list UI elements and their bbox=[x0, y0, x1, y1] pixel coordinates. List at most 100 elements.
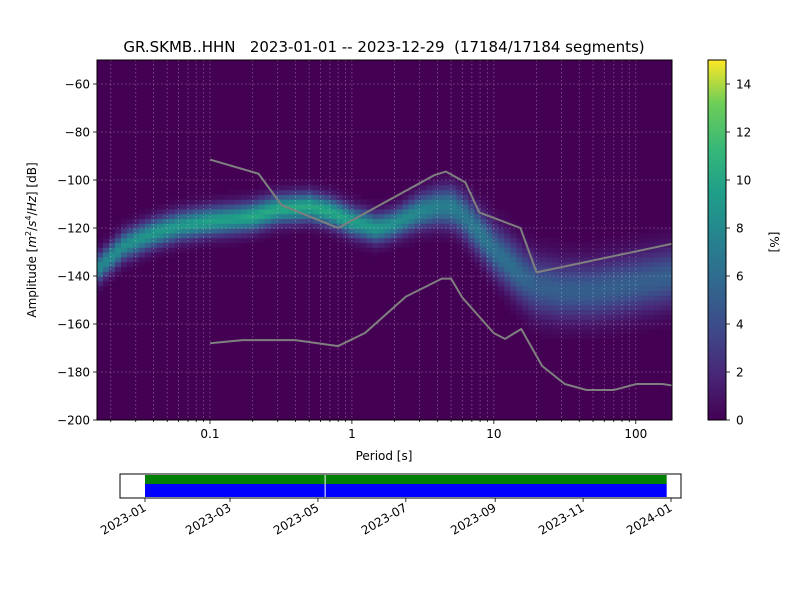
heatmap-cell bbox=[426, 237, 434, 243]
heatmap-cell bbox=[150, 208, 158, 215]
heatmap-cell bbox=[228, 204, 236, 210]
heatmap-cell bbox=[540, 237, 547, 243]
heatmap-cell bbox=[162, 223, 170, 229]
heatmap-cell bbox=[186, 223, 194, 229]
heatmap-cell bbox=[624, 328, 631, 335]
heatmap-cell bbox=[186, 237, 194, 243]
heatmap-cell bbox=[108, 232, 116, 239]
heatmap-cell bbox=[666, 309, 672, 315]
heatmap-cell bbox=[552, 304, 559, 311]
heatmap-cell bbox=[618, 328, 625, 335]
heatmap-cell bbox=[198, 213, 206, 219]
heatmap-cell bbox=[588, 276, 595, 282]
heatmap-cell bbox=[522, 290, 529, 296]
heatmap-cell bbox=[348, 194, 356, 200]
heatmap-cell bbox=[180, 213, 188, 219]
heatmap-cell bbox=[174, 232, 182, 239]
heatmap-cell bbox=[606, 309, 613, 315]
heatmap-cell bbox=[288, 189, 296, 195]
heatmap-cell bbox=[162, 247, 170, 253]
heatmap-cell bbox=[498, 276, 505, 282]
heatmap-cell bbox=[600, 247, 607, 253]
heatmap-cell bbox=[222, 223, 230, 229]
heatmap-cell bbox=[120, 247, 128, 253]
heatmap-cell bbox=[618, 247, 625, 253]
heatmap-cell bbox=[294, 228, 302, 234]
heatmap-cell bbox=[546, 285, 553, 291]
heatmap-cell bbox=[396, 232, 404, 239]
heatmap-cell bbox=[210, 194, 218, 200]
heatmap-cell bbox=[126, 228, 134, 234]
heatmap-cell bbox=[486, 271, 493, 277]
heatmap-cell bbox=[642, 290, 649, 296]
heatmap-cell bbox=[186, 194, 194, 200]
heatmap-cell bbox=[522, 276, 529, 282]
heatmap-cell bbox=[558, 285, 565, 291]
heatmap-cell bbox=[666, 280, 672, 287]
heatmap-cell bbox=[522, 285, 529, 291]
heatmap-cell bbox=[210, 218, 218, 224]
heatmap-cell bbox=[408, 232, 416, 239]
heatmap-cell bbox=[462, 199, 469, 205]
heatmap-cell bbox=[174, 242, 182, 248]
heatmap-cell bbox=[624, 280, 631, 287]
heatmap-cell bbox=[426, 228, 434, 234]
heatmap-cell bbox=[612, 309, 619, 315]
heatmap-cell bbox=[570, 252, 577, 258]
heatmap-cell bbox=[666, 314, 672, 320]
heatmap-cell bbox=[282, 223, 290, 229]
heatmap-cell bbox=[168, 242, 176, 248]
heatmap-cell bbox=[546, 328, 553, 335]
heatmap-cell bbox=[264, 228, 272, 234]
heatmap-cell bbox=[186, 232, 194, 239]
heatmap-cell bbox=[300, 218, 308, 224]
heatmap-cell bbox=[390, 218, 398, 224]
heatmap-cell bbox=[342, 199, 350, 205]
heatmap-cell bbox=[618, 276, 625, 282]
heatmap-cell bbox=[270, 204, 278, 210]
colorbar-ticks: 0 2 4 6 8 10 12 14 bbox=[726, 78, 751, 428]
heatmap-cell bbox=[372, 208, 380, 215]
heatmap-cell bbox=[216, 204, 224, 210]
heatmap-cell bbox=[504, 228, 511, 234]
heatmap-cell bbox=[378, 247, 386, 253]
heatmap-cell bbox=[342, 237, 350, 243]
heatmap-cell bbox=[426, 204, 434, 210]
heatmap-cell bbox=[630, 290, 637, 296]
heatmap-cell bbox=[660, 247, 667, 253]
heatmap-cell bbox=[306, 223, 314, 229]
heatmap-cell bbox=[312, 228, 320, 234]
heatmap-cell bbox=[492, 290, 499, 296]
heatmap-cell bbox=[102, 280, 110, 287]
colorbar-tick-label: 8 bbox=[736, 222, 744, 236]
heatmap-cell bbox=[636, 285, 643, 291]
heatmap-cell bbox=[174, 199, 182, 205]
heatmap-cell bbox=[432, 218, 440, 224]
heatmap-cell bbox=[606, 333, 613, 339]
heatmap-cell bbox=[156, 232, 164, 239]
heatmap-cell bbox=[198, 218, 206, 224]
heatmap-cell bbox=[480, 213, 487, 219]
heatmap-cell bbox=[642, 237, 649, 243]
heatmap-cell bbox=[510, 247, 517, 253]
heatmap-cell bbox=[522, 266, 529, 272]
heatmap-cell bbox=[312, 189, 320, 195]
heatmap-cell bbox=[588, 261, 595, 267]
heatmap-cell bbox=[114, 256, 122, 263]
heatmap-cell bbox=[504, 218, 511, 224]
heatmap-cell bbox=[174, 213, 182, 219]
heatmap-cell bbox=[468, 204, 475, 210]
heatmap-cell bbox=[480, 256, 487, 263]
heatmap-cell bbox=[654, 285, 661, 291]
heatmap-cell bbox=[480, 223, 487, 229]
heatmap-cell bbox=[570, 304, 577, 311]
heatmap-cell bbox=[420, 199, 428, 205]
heatmap-cell bbox=[486, 218, 493, 224]
heatmap-cell bbox=[606, 319, 613, 325]
heatmap-cell bbox=[594, 324, 601, 330]
heatmap-cell bbox=[516, 232, 523, 239]
heatmap-cell bbox=[420, 228, 428, 234]
heatmap-cell bbox=[594, 266, 601, 272]
heatmap-cell bbox=[618, 285, 625, 291]
heatmap-cell bbox=[336, 194, 344, 200]
